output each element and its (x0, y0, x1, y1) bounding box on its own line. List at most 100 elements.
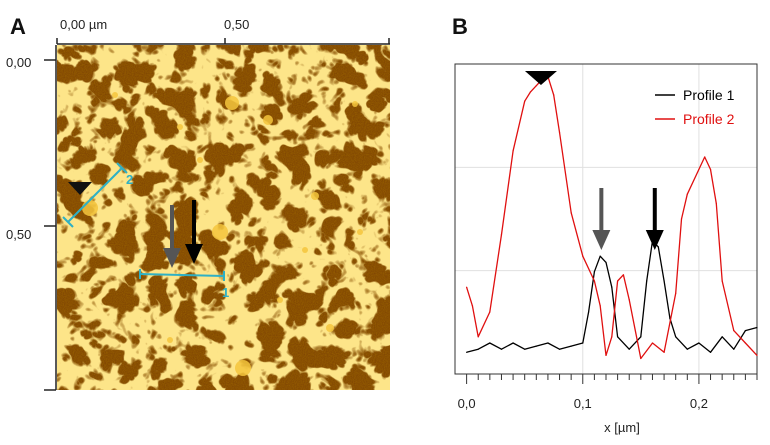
chart-point-1 (651, 240, 654, 242)
chart-point-1 (593, 271, 595, 273)
chart-point-2 (547, 75, 549, 77)
chart-arrow-annotation (645, 188, 664, 250)
chart-point-1 (698, 342, 700, 344)
chart-point-2 (651, 342, 654, 344)
afm-top-tick-1: 0,50 (224, 17, 250, 32)
chart-annotations (524, 71, 664, 250)
chart-point-2 (611, 336, 613, 338)
chart-point-2 (709, 168, 712, 170)
afm-particle (302, 247, 308, 253)
chart-point-1 (547, 342, 549, 344)
afm-gray-arrow (163, 205, 181, 268)
chart-point-1 (628, 348, 630, 350)
chart-point-1 (582, 342, 584, 344)
chart-arrow-head (592, 230, 611, 250)
afm-particle (112, 92, 118, 98)
chart-point-2 (680, 218, 683, 220)
chart-series-line-1 (466, 240, 758, 353)
profile-line-1-marker (139, 269, 225, 281)
chart-point-1 (605, 261, 607, 263)
chart-point-1 (709, 351, 712, 353)
legend-label: Profile 2 (683, 111, 735, 127)
afm-particle (212, 224, 228, 240)
chart-point-1 (558, 348, 561, 350)
chart-point-2 (605, 354, 607, 356)
chart-point-2 (524, 100, 526, 102)
chart-series-group (465, 75, 758, 360)
afm-particle (167, 337, 173, 343)
chart-point-2 (529, 91, 532, 93)
chart-point-1 (477, 348, 479, 350)
chart-point-2 (500, 233, 503, 236)
legend-label: Profile 1 (683, 87, 735, 103)
chart-point-2 (553, 94, 555, 96)
chart-point-1 (535, 345, 537, 347)
chart-grid (455, 64, 757, 374)
chart-point-1 (500, 348, 503, 350)
chart-point-2 (582, 255, 584, 257)
panel-b-label: B (452, 14, 468, 39)
chart-point-1 (524, 348, 526, 350)
chart-point-1 (611, 286, 613, 288)
chart-point-2 (640, 357, 642, 360)
chart-point-2 (663, 351, 665, 353)
chart-point-2 (558, 131, 561, 133)
afm-particle (277, 297, 283, 303)
chart-point-1 (744, 330, 746, 332)
chart-point-2 (628, 299, 630, 301)
chart-x-tick-label: 0,2 (690, 396, 708, 411)
chart-point-1 (756, 326, 758, 329)
panel-a-label: A (10, 14, 26, 39)
chart-point-1 (570, 345, 572, 347)
chart-point-2 (721, 280, 723, 282)
chart-point-1 (663, 280, 665, 282)
profile-line-2-marker (62, 162, 128, 228)
chart-point-2 (466, 286, 468, 288)
afm-particle (82, 200, 98, 216)
chart-point-2 (617, 280, 619, 282)
afm-particle (235, 360, 251, 376)
chart-point-1 (657, 246, 659, 248)
chart-arrowhead-annotation (524, 71, 557, 85)
chart-point-1 (733, 348, 735, 350)
chart-point-2 (535, 85, 537, 87)
chart-point-1 (617, 336, 619, 338)
afm-particle (311, 192, 319, 200)
chart-point-2 (704, 156, 706, 158)
chart-point-1 (587, 311, 590, 313)
afm-particle (197, 157, 203, 163)
profile-line-2-label: 2 (126, 172, 133, 187)
afm-particle (225, 96, 239, 110)
chart-point-2 (675, 292, 677, 294)
afm-left-tick-1: 0,50 (6, 227, 32, 242)
afm-left-tick-0: 0,00 (6, 55, 32, 70)
chart-point-1 (466, 351, 468, 353)
afm-particle (263, 115, 273, 125)
chart-arrow-annotation (592, 188, 611, 250)
profile-line-1-label: 1 (222, 285, 229, 300)
afm-image (57, 45, 390, 390)
chart-x-axis-label: x [µm] (604, 420, 640, 435)
chart-point-2 (744, 342, 746, 344)
chart-point-2 (512, 150, 514, 152)
afm-particle (352, 101, 358, 107)
chart-point-2 (622, 274, 625, 276)
chart-plot-area-border (454, 63, 758, 375)
chart-point-2 (541, 78, 543, 81)
chart-point-2 (698, 168, 700, 170)
chart-point-2 (489, 311, 491, 313)
afm-top-tick-0: 0,00 µm (60, 17, 108, 32)
chart-series-line-2 (465, 75, 758, 360)
chart-point-1 (686, 348, 688, 350)
chart-x-axis: 0,0 0,1 0,2 (458, 374, 758, 411)
chart-point-1 (489, 342, 491, 344)
chart-point-1 (721, 336, 723, 338)
chart-point-2 (570, 212, 572, 214)
chart-x-tick-label: 0,0 (458, 396, 476, 411)
chart-point-1 (675, 336, 677, 338)
chart-point-2 (756, 354, 758, 356)
chart-point-2 (733, 330, 735, 332)
chart-point-1 (512, 342, 514, 344)
afm-strand-texture (57, 45, 390, 390)
